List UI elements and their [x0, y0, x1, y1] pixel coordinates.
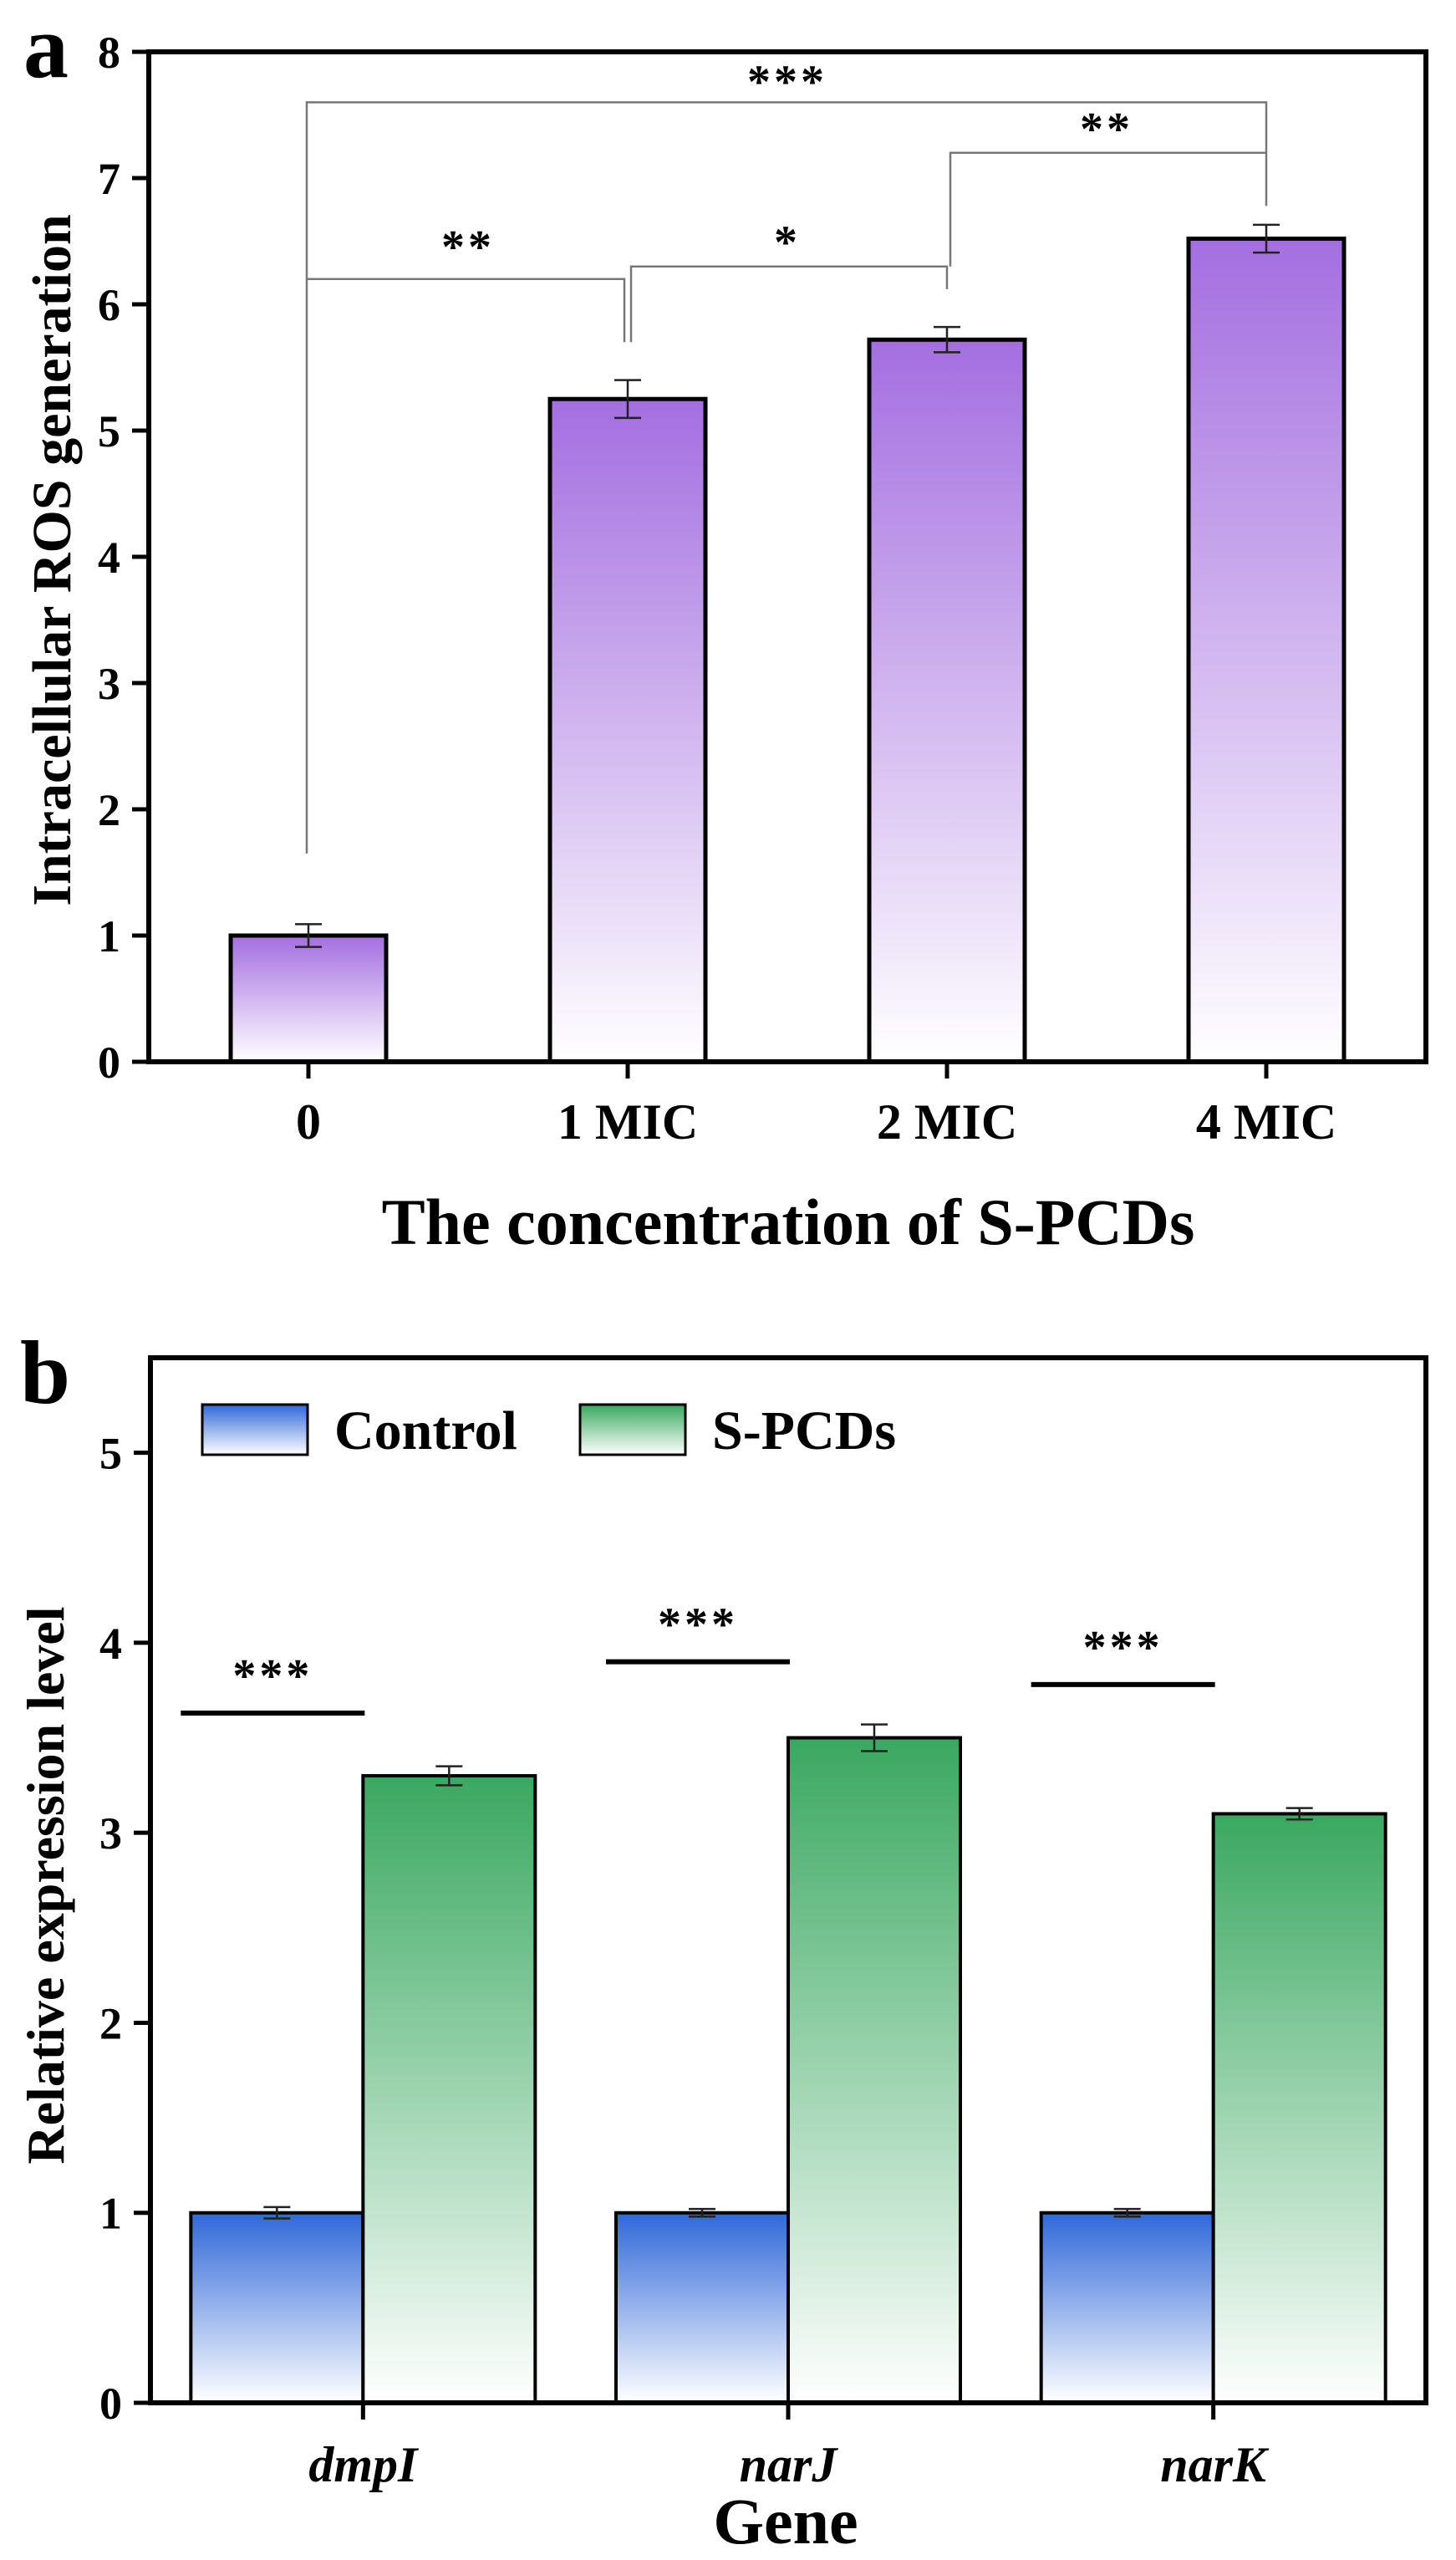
chart-b-error-bar-0-0: [263, 2206, 291, 2220]
panel-letter-a: a: [23, 0, 69, 97]
chart-b-bar-0-0: [189, 2211, 365, 2405]
chart-a-sig-bracket-0-1: [307, 278, 626, 343]
chart-b-bar-1-2: [1211, 1812, 1387, 2405]
chart-a-sig-label-0-1: **: [441, 222, 495, 273]
chart-b-y-axis-label: Relative expression level: [16, 1606, 75, 2164]
chart-a-error-bar-1: [614, 379, 641, 420]
chart-b-legend-swatch-1: [578, 1403, 687, 1456]
chart-a-y-tick-label-8: 8: [98, 28, 120, 78]
chart-b-x-tick-label-1: narJ: [740, 2437, 839, 2492]
chart-a-bar-3: [1186, 236, 1347, 1064]
chart-a-y-tick-label-3: 3: [98, 659, 120, 709]
chart-b-bar-1-1: [787, 1736, 962, 2404]
chart-b-sig-label-0: ***: [232, 1650, 313, 1702]
chart-b-error-bar-1-2: [1285, 1807, 1313, 1821]
chart-a-sig-label-2-3: **: [1080, 104, 1133, 156]
chart-b-error-bar-0-1: [689, 2207, 715, 2218]
chart-b-x-axis-label: Gene: [713, 2485, 858, 2557]
chart-a-sig-label-1-2: *: [774, 217, 801, 269]
chart-a-sig-bracket-2-3: [949, 151, 1266, 267]
chart-a: a Intracellular ROS generation The conce…: [22, 0, 1428, 1258]
chart-a-bar-2: [867, 337, 1027, 1064]
panel-letter-b: b: [20, 1323, 70, 1423]
chart-b-legend-label-1: S-PCDs: [712, 1400, 896, 1461]
chart-b-y-tick-label-4: 4: [99, 1619, 122, 1669]
chart-a-sig-label-0-3: ***: [747, 56, 827, 108]
chart-a-y-tick-label-4: 4: [98, 533, 120, 583]
chart-a-y-tick-label-5: 5: [98, 406, 120, 456]
chart-a-bar-0: [228, 933, 389, 1064]
chart-b-y-tick-label-3: 3: [99, 1808, 122, 1859]
chart-a-x-axis-label: The concentration of S-PCDs: [382, 1186, 1195, 1258]
chart-a-x-tick-label-0: 0: [296, 1094, 321, 1150]
chart-b: b Relative expression level Gene dmpI nar…: [16, 1323, 1428, 2557]
chart-b-y-tick-label-0: 0: [99, 2379, 122, 2429]
chart-a-error-bar-0: [295, 923, 322, 948]
chart-b-bar-1-0: [361, 1774, 537, 2404]
chart-b-error-bar-0-2: [1113, 2207, 1141, 2218]
chart-a-error-bar-2: [934, 325, 960, 354]
chart-b-sig-label-1: ***: [658, 1599, 738, 1651]
chart-b-x-tick-label-2: narK: [1160, 2437, 1270, 2492]
chart-a-y-tick-label-1: 1: [98, 911, 120, 961]
chart-a-x-tick-label-1: 1 MIC: [557, 1094, 698, 1150]
chart-b-sig-label-2: ***: [1083, 1622, 1163, 1674]
chart-b-legend-label-0: Control: [334, 1400, 517, 1461]
chart-b-legend-swatch-0: [201, 1403, 309, 1456]
chart-a-bar-1: [547, 396, 708, 1064]
chart-a-x-tick-label-2: 2 MIC: [877, 1094, 1017, 1150]
chart-a-x-tick-label-3: 4 MIC: [1196, 1094, 1336, 1150]
chart-b-legend: Control S-PCDs: [201, 1400, 896, 1461]
chart-b-bar-0-1: [614, 2211, 790, 2405]
chart-b-error-bar-1-0: [435, 1765, 463, 1787]
chart-b-error-bar-1-1: [861, 1723, 888, 1752]
chart-a-plot-frame: [146, 49, 1428, 1064]
chart-b-plot-frame: [148, 1355, 1428, 2405]
chart-a-sig-bracket-1-2: [629, 265, 949, 343]
chart-a-y-tick-label-6: 6: [98, 280, 120, 330]
chart-b-y-tick-label-5: 5: [99, 1429, 122, 1479]
chart-b-y-tick-label-1: 1: [99, 2189, 122, 2239]
chart-a-y-axis-label: Intracellular ROS generation: [22, 214, 83, 905]
chart-b-x-tick-label-0: dmpI: [308, 2437, 420, 2492]
chart-a-y-tick-label-7: 7: [98, 154, 120, 204]
chart-b-y-tick-label-2: 2: [99, 1998, 122, 2048]
chart-a-error-bar-3: [1253, 223, 1280, 254]
chart-a-sig-bracket-0-3: [305, 101, 1268, 854]
chart-a-y-tick-label-2: 2: [98, 785, 120, 835]
chart-b-bar-0-2: [1039, 2211, 1215, 2405]
chart-a-y-tick-label-0: 0: [98, 1038, 120, 1088]
